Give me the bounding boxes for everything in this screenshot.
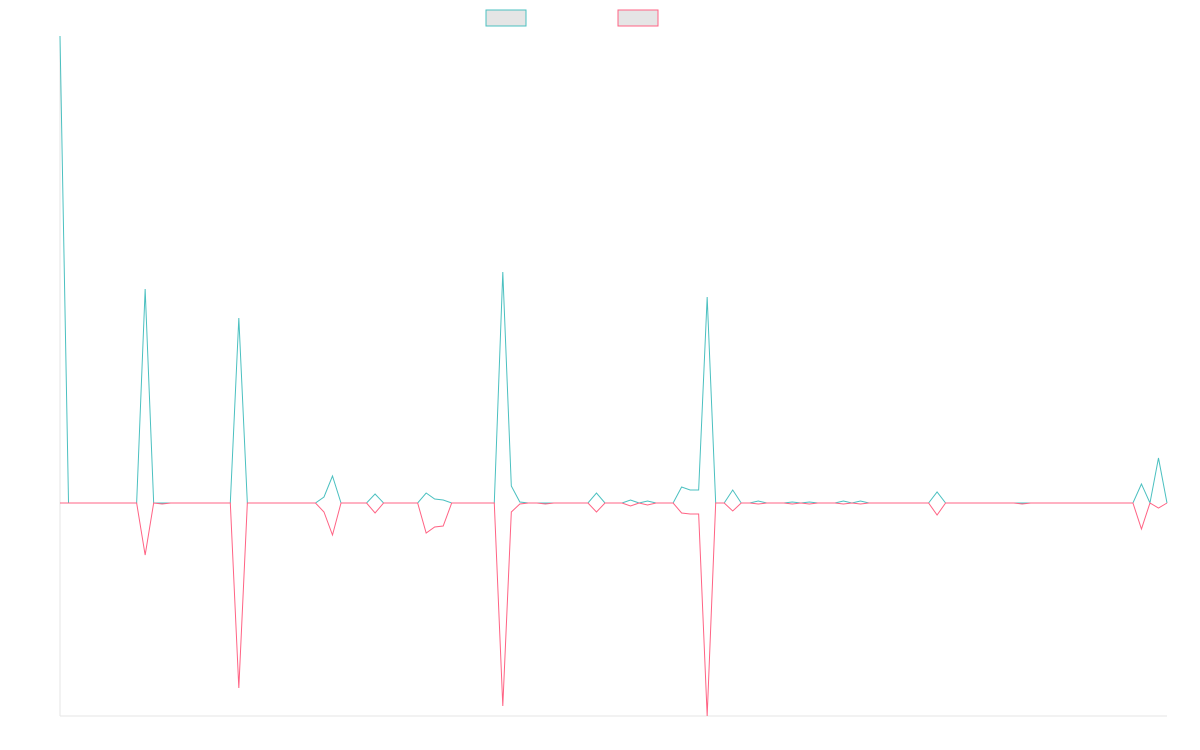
series-line	[59, 35, 1168, 505]
legend-swatch[interactable]	[485, 9, 527, 27]
series-line	[60, 502, 1168, 717]
legend-swatch[interactable]	[617, 9, 659, 27]
